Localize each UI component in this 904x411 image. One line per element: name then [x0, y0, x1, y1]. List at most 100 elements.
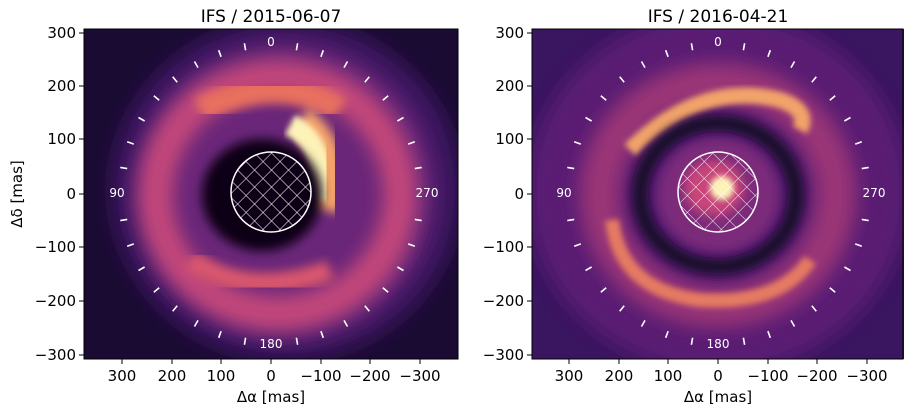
pa-tick	[600, 287, 607, 293]
pa-tick	[126, 243, 135, 248]
pa-tick	[193, 320, 199, 327]
pa-tick	[585, 266, 592, 272]
panel-left: IFS / 2015-06-07 0 90 270 180 300 200 10…	[8, 7, 459, 406]
x-tick-label: −100	[747, 367, 788, 385]
pa-tick	[854, 140, 863, 145]
x-tick-label: 0	[713, 367, 723, 385]
x-tick-label: 200	[158, 367, 187, 385]
pa-tick	[364, 305, 370, 312]
x-tick-label: 200	[605, 367, 634, 385]
pa-tick	[811, 305, 817, 312]
pa-tick	[767, 49, 772, 58]
x-axis-label: Δα [mas]	[684, 388, 752, 406]
pa-tick	[600, 95, 607, 101]
pa-tick	[811, 76, 817, 83]
pa-tick	[767, 330, 772, 339]
panel-title: IFS / 2015-06-07	[201, 7, 342, 27]
pa-label-270: 270	[863, 186, 886, 200]
y-tick-label: −100	[35, 238, 76, 256]
x-tick-label: 300	[108, 367, 137, 385]
pa-tick	[861, 218, 869, 222]
x-tick-label: −100	[300, 367, 341, 385]
y-tick-label: −300	[35, 346, 76, 364]
y-axis: 300 200 100 0 −100 −200 −300 Δδ [mas]	[8, 24, 84, 364]
pa-tick	[217, 49, 222, 58]
pa-tick	[414, 218, 422, 222]
pa-tick	[844, 266, 851, 272]
y-tick-label: 300	[47, 24, 76, 42]
y-tick-label: 100	[495, 130, 524, 148]
pa-tick	[690, 43, 694, 51]
x-tick-label: 300	[555, 367, 584, 385]
pa-tick	[343, 61, 349, 68]
pa-tick	[397, 116, 404, 122]
pa-tick	[742, 337, 746, 345]
pa-tick	[397, 266, 404, 272]
x-tick-label: −300	[399, 367, 440, 385]
pa-tick	[407, 140, 416, 145]
pa-label-180: 180	[260, 337, 283, 351]
position-angle-ticks	[120, 43, 422, 345]
pa-label-180: 180	[707, 337, 730, 351]
pa-tick	[126, 140, 135, 145]
position-angle-ticks	[567, 43, 869, 345]
pa-tick	[829, 95, 836, 101]
pa-tick	[320, 49, 325, 58]
y-tick-label: −200	[483, 292, 524, 310]
pa-tick	[243, 43, 247, 51]
y-axis-label: Δδ [mas]	[8, 160, 26, 228]
y-tick-label: −100	[483, 238, 524, 256]
pa-tick	[640, 61, 646, 68]
pa-tick	[567, 218, 575, 222]
x-tick-label: 100	[654, 367, 683, 385]
pa-tick	[193, 61, 199, 68]
pa-tick	[861, 166, 869, 170]
x-tick-label: −300	[846, 367, 887, 385]
panel-right: IFS / 2016-04-21 0 90 270 180 300 200 10…	[483, 7, 904, 406]
pa-tick	[664, 330, 669, 339]
pa-tick	[573, 140, 582, 145]
y-tick-label: 300	[495, 24, 524, 42]
pa-tick	[382, 95, 389, 101]
y-tick-label: 100	[47, 130, 76, 148]
pa-tick	[790, 320, 796, 327]
pa-tick	[567, 166, 575, 170]
pa-label-270: 270	[416, 186, 439, 200]
y-tick-label: 0	[514, 185, 524, 203]
pa-tick	[664, 49, 669, 58]
pa-tick	[619, 76, 625, 83]
pa-tick	[120, 218, 128, 222]
pa-tick	[243, 337, 247, 345]
pa-tick	[382, 287, 389, 293]
pa-tick	[295, 337, 299, 345]
y-tick-label: −200	[35, 292, 76, 310]
pa-tick	[790, 61, 796, 68]
x-tick-label: 100	[207, 367, 236, 385]
x-tick-label: 0	[266, 367, 276, 385]
pa-label-90: 90	[556, 186, 571, 200]
pa-label-0: 0	[267, 35, 275, 49]
pa-tick	[172, 305, 178, 312]
y-tick-label: 200	[495, 77, 524, 95]
pa-tick	[844, 116, 851, 122]
x-axis: 300 200 100 0 −100 −200 −300 Δα [mas]	[108, 359, 441, 406]
pa-tick	[585, 116, 592, 122]
pa-tick	[138, 116, 145, 122]
y-tick-label: 0	[66, 185, 76, 203]
y-tick-label: −300	[483, 346, 524, 364]
coronagraph-mask	[677, 151, 759, 233]
pa-tick	[414, 166, 422, 170]
pa-label-90: 90	[109, 186, 124, 200]
pa-tick	[172, 76, 178, 83]
x-axis-label: Δα [mas]	[237, 388, 305, 406]
pa-tick	[364, 76, 370, 83]
pa-tick	[295, 43, 299, 51]
panel-title: IFS / 2016-04-21	[648, 7, 789, 27]
y-tick-label: 200	[47, 77, 76, 95]
pa-tick	[138, 266, 145, 272]
pa-tick	[829, 287, 836, 293]
x-tick-label: −200	[349, 367, 390, 385]
pa-tick	[343, 320, 349, 327]
y-axis: 300 200 100 0 −100 −200 −300	[483, 24, 532, 364]
